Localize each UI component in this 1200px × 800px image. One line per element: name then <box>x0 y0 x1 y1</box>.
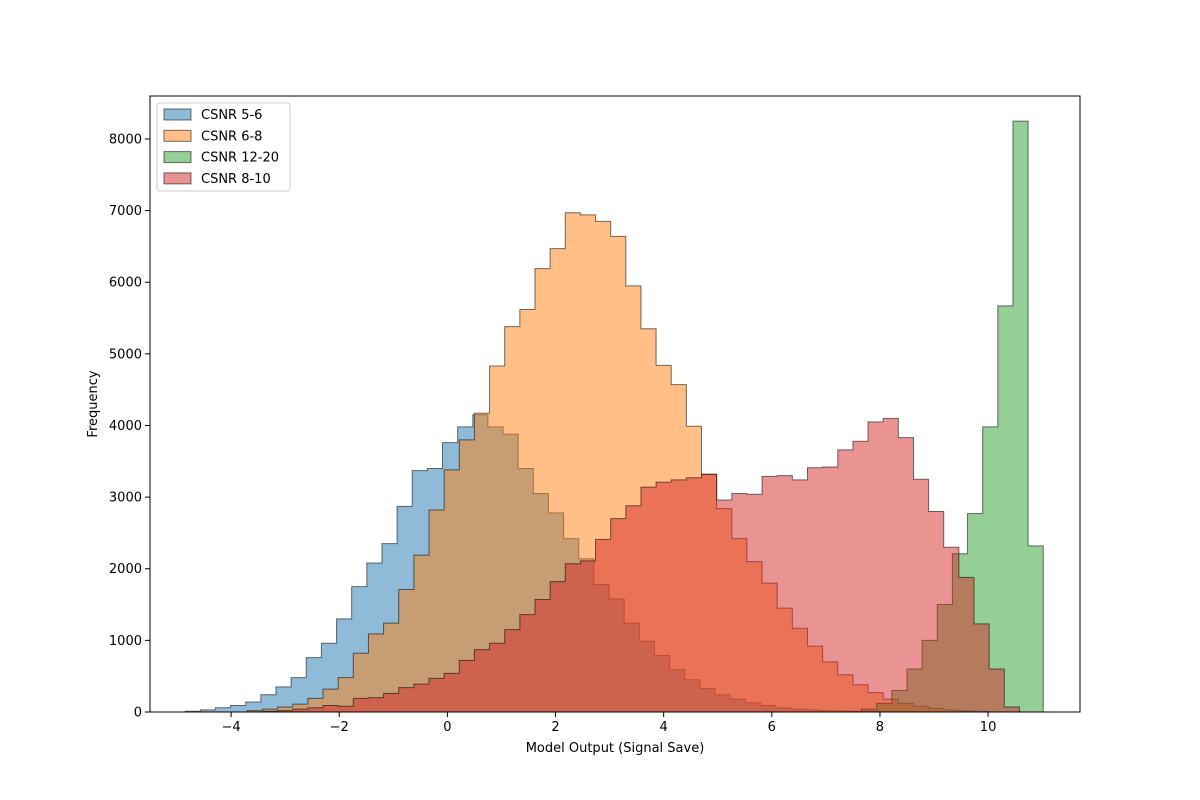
x-tick-label: 4 <box>660 720 668 735</box>
histogram-fill <box>247 212 990 713</box>
y-tick-label: 3000 <box>109 491 142 506</box>
legend-label: CSNR 6-8 <box>201 129 262 144</box>
x-axis-ticks: −4 −2 0 2 4 6 8 10 <box>222 712 997 735</box>
legend-swatch <box>163 108 192 121</box>
x-tick-label: 8 <box>876 720 884 735</box>
x-tick-label: −4 <box>222 720 241 735</box>
legend-label: CSNR 12-20 <box>201 151 279 166</box>
x-tick-label: 10 <box>980 720 997 735</box>
y-tick-label: 8000 <box>109 132 142 147</box>
legend-label: CSNR 5-6 <box>201 108 262 123</box>
y-axis-ticks: 0 1000 2000 3000 4000 5000 6000 7000 8000 <box>109 132 150 721</box>
y-tick-label: 5000 <box>109 347 142 362</box>
y-axis-label: Frequency <box>86 370 101 437</box>
histogram-fill <box>861 121 1044 713</box>
axes-frame <box>149 95 1081 713</box>
legend-item: CSNR 5-6 <box>163 108 262 123</box>
histogram-bars <box>184 120 1044 713</box>
x-tick-label: 0 <box>443 720 451 735</box>
x-tick-label: 6 <box>768 720 776 735</box>
histogram-outline <box>261 417 1020 713</box>
histogram-fill <box>262 418 1020 712</box>
legend-swatch <box>163 129 192 142</box>
y-tick-label: 6000 <box>109 276 142 291</box>
legend-item: CSNR 8-10 <box>163 172 271 187</box>
y-tick-label: 1000 <box>109 634 142 649</box>
y-tick-label: 4000 <box>109 419 142 434</box>
legend-swatch <box>163 151 192 164</box>
legend-box <box>156 102 291 192</box>
x-axis-label: Model Output (Signal Save) <box>526 741 705 756</box>
series-csnr-8-10 <box>261 417 1020 713</box>
y-tick-label: 0 <box>134 706 142 721</box>
y-tick-label: 7000 <box>109 204 142 219</box>
y-tick-label: 2000 <box>109 562 142 577</box>
legend-swatch <box>163 172 192 185</box>
legend-item: CSNR 12-20 <box>163 151 279 166</box>
x-tick-label: −2 <box>330 720 349 735</box>
legend-item: CSNR 6-8 <box>163 129 262 144</box>
legend: CSNR 5-6 CSNR 6-8 CSNR 12-20 CSNR 8-10 <box>156 102 291 192</box>
legend-label: CSNR 8-10 <box>201 172 271 187</box>
x-tick-label: 2 <box>551 720 559 735</box>
